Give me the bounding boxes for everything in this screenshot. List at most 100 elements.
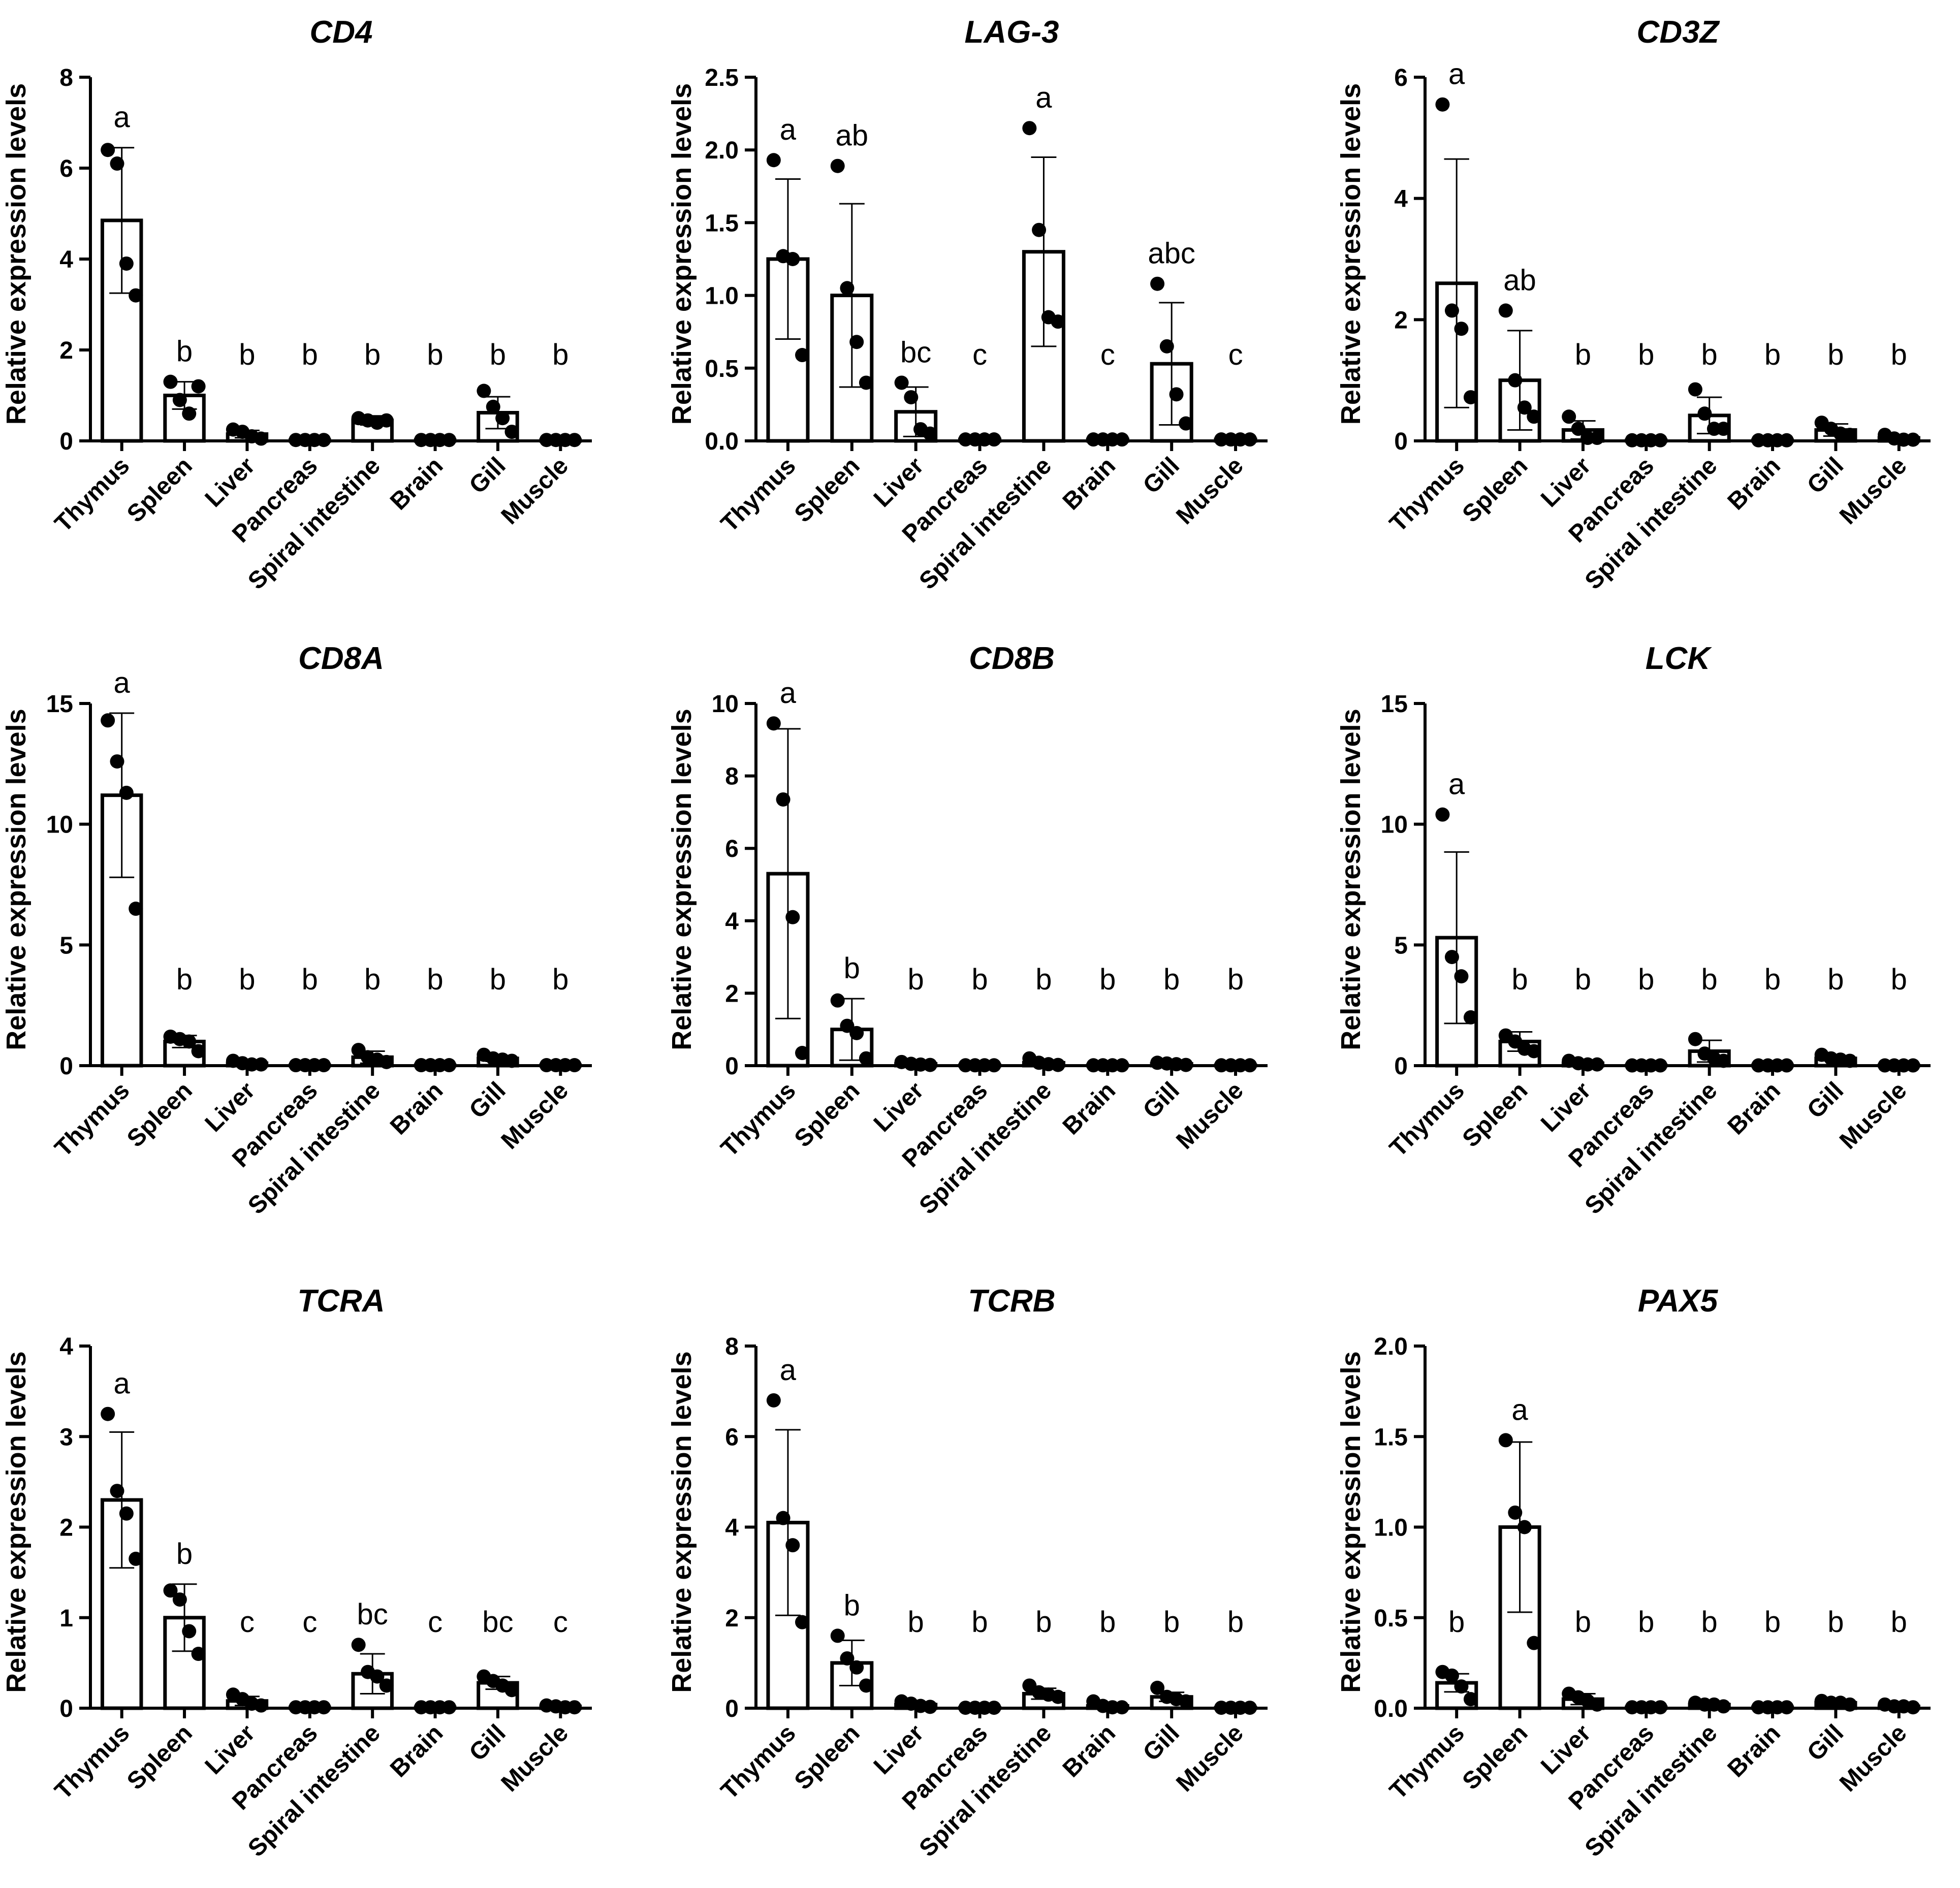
y-tick-label: 0.0 [705,428,739,455]
y-tick-label: 2.0 [705,137,739,164]
data-point [1435,807,1450,822]
data-point [1454,1679,1469,1694]
significance-letter: b [490,338,506,371]
data-point [119,785,134,800]
x-tick-label: Thymus [1384,452,1470,537]
data-point [1444,950,1459,965]
y-tick-label: 0.0 [1374,1695,1408,1722]
data-point [987,1058,1001,1073]
y-tick-label: 8 [725,1333,739,1360]
significance-letter: b [176,335,193,368]
y-tick-label: 4 [725,908,739,935]
panel-title: LAG-3 [965,15,1059,50]
y-tick-label: 3 [59,1424,73,1451]
significance-letter: c [428,1606,442,1639]
x-tick-label: Thymus [1384,1719,1470,1805]
data-point [1527,409,1541,424]
data-point [1115,1058,1129,1073]
data-point [849,1660,864,1675]
data-point [1508,1505,1523,1520]
x-tick-label: Thymus [716,1719,801,1805]
data-point [785,910,800,924]
data-point [182,406,197,421]
significance-letter: b [1701,338,1718,371]
data-point [904,390,919,405]
data-point [101,1406,115,1421]
data-point [351,1638,366,1652]
x-tick-label: Brain [1058,1719,1121,1782]
x-tick-label: Brain [1723,1077,1786,1140]
y-axis-label: Relative expression levels [667,83,697,425]
panel-pax5: PAX5 Relative expression levels 0.0 0.5 1.0 1… [1336,1284,1931,1862]
significance-letter: b [1701,1606,1718,1639]
data-point [1179,1058,1193,1072]
y-tick-label: 8 [725,763,739,790]
data-point [1498,1433,1513,1448]
data-point [254,1057,268,1072]
data-point [830,158,845,173]
y-tick-label: 0 [59,428,73,455]
x-tick-label: Liver [869,1719,929,1780]
significance-letter: b [1891,1606,1907,1639]
y-axis-label: Relative expression levels [1336,1351,1366,1692]
y-tick-label: 6 [1394,65,1408,91]
data-point [1243,1058,1257,1073]
y-tick-label: 8 [59,65,73,91]
data-point [1463,1692,1478,1707]
y-tick-label: 6 [725,1424,739,1451]
y-tick-label: 2 [59,337,73,364]
x-tick-label: Liver [1536,452,1596,513]
data-point [766,716,781,731]
y-tick-label: 2 [59,1515,73,1542]
panel-cd8b: CD8B Relative expression levels 0 2 4 6 8 10 a Th… [667,641,1268,1220]
panel-cd4: CD4 Relative expression levels 0 2 4 6 8 a Thymu… [1,15,592,595]
y-tick-label: 6 [725,836,739,862]
y-axis-label: Relative expression levels [667,709,697,1050]
panel-tcrb: TCRB Relative expression levels 0 2 4 6 8 a Thym… [667,1284,1268,1862]
significance-letter: b [239,963,255,996]
significance-letter: c [972,338,987,371]
data-point [477,383,491,398]
significance-letter: bc [357,1598,388,1631]
data-point [129,902,143,916]
significance-letter: b [1891,338,1907,371]
data-point [1906,1058,1920,1073]
data-point [254,431,268,446]
data-point [110,156,124,171]
panel-title: CD3Z [1637,15,1720,50]
data-point [1179,416,1193,431]
data-point [191,1044,206,1059]
data-point [379,1054,394,1069]
significance-letter: b [1163,963,1180,996]
x-tick-label: Brain [1058,452,1121,515]
data-point [317,1058,331,1073]
y-tick-label: 0 [725,1053,739,1080]
data-point [1498,303,1513,318]
significance-letter: b [1764,338,1781,371]
data-point [1032,222,1047,237]
y-tick-label: 10 [1381,812,1408,839]
x-tick-label: Liver [200,1077,261,1137]
data-point [766,153,781,168]
data-point [1590,1057,1604,1072]
significance-letter: b [1575,1606,1591,1639]
data-point [317,433,331,447]
data-point [191,379,206,394]
data-point [1517,1520,1532,1534]
data-point [567,1058,582,1073]
significance-letter: a [114,666,131,699]
x-tick-label: Gill [1802,452,1849,499]
x-tick-label: Liver [869,452,929,513]
significance-letter: bc [900,336,931,369]
data-point [1454,322,1469,336]
significance-letter: b [302,963,318,996]
x-tick-label: Muscle [496,452,574,530]
y-tick-label: 0 [1394,428,1408,455]
significance-letter: c [240,1606,255,1639]
y-axis-label: Relative expression levels [1,1351,31,1692]
x-tick-label: Muscle [1171,452,1249,530]
significance-letter: a [1511,1393,1528,1426]
x-tick-label: Muscle [496,1077,574,1155]
x-tick-label: Brain [385,452,448,515]
